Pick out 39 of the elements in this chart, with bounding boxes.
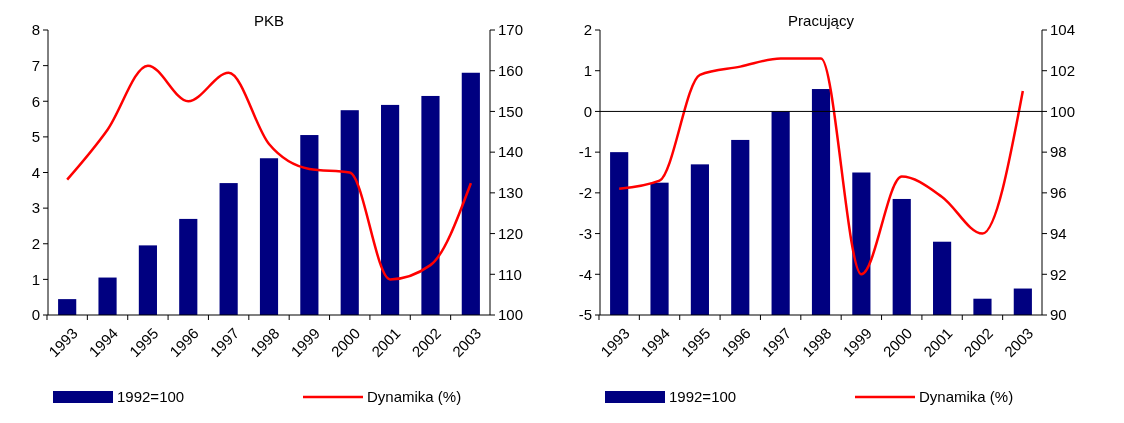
legend-label: Dynamika (%) [367,388,462,406]
y2-tick-label: 104 [1050,21,1076,39]
y-tick-label: 6 [31,92,40,110]
y2-tick-label: 140 [498,143,524,161]
y-tick-label: -4 [578,265,592,283]
y2-tick-label: 92 [1050,265,1067,283]
y-tick-label: 0 [31,306,40,324]
y-tick-label: -3 [578,224,592,242]
y2-tick-label: 102 [1050,61,1076,79]
y2-tick-label: 100 [498,306,524,324]
y-tick-label: 1 [31,270,40,288]
legend-label: 1992=100 [669,388,737,406]
y-tick-label: 4 [31,163,40,181]
y2-tick-label: 170 [498,21,524,39]
chart-title: Pracujący [788,12,855,29]
y2-tick-label: 160 [498,61,524,79]
legend-label: 1992=100 [117,388,185,406]
y-tick-label: 2 [31,235,40,252]
y-tick-label: -2 [578,184,592,202]
y2-tick-label: 98 [1050,143,1067,161]
y-tick-label: -1 [578,143,592,161]
y2-tick-label: 90 [1050,306,1067,324]
y2-tick-label: 130 [498,184,524,202]
y-tick-label: -5 [578,306,592,324]
chart-title: PKB [253,12,285,29]
y-tick-label: 5 [31,128,40,146]
legend-label: Dynamika (%) [919,388,1014,406]
y2-tick-label: 150 [498,102,524,120]
y2-tick-label: 100 [1050,102,1076,120]
y-tick-label: 3 [31,199,40,217]
y2-tick-label: 120 [498,224,524,242]
y2-tick-label: 94 [1050,224,1067,242]
y-tick-label: 0 [583,102,592,120]
y2-tick-label: 110 [498,265,522,283]
y-tick-label: 2 [583,21,592,39]
y2-tick-label: 96 [1050,184,1067,202]
y-tick-label: 7 [31,56,40,74]
y-tick-label: 8 [31,21,40,39]
y-tick-label: 1 [583,61,592,79]
